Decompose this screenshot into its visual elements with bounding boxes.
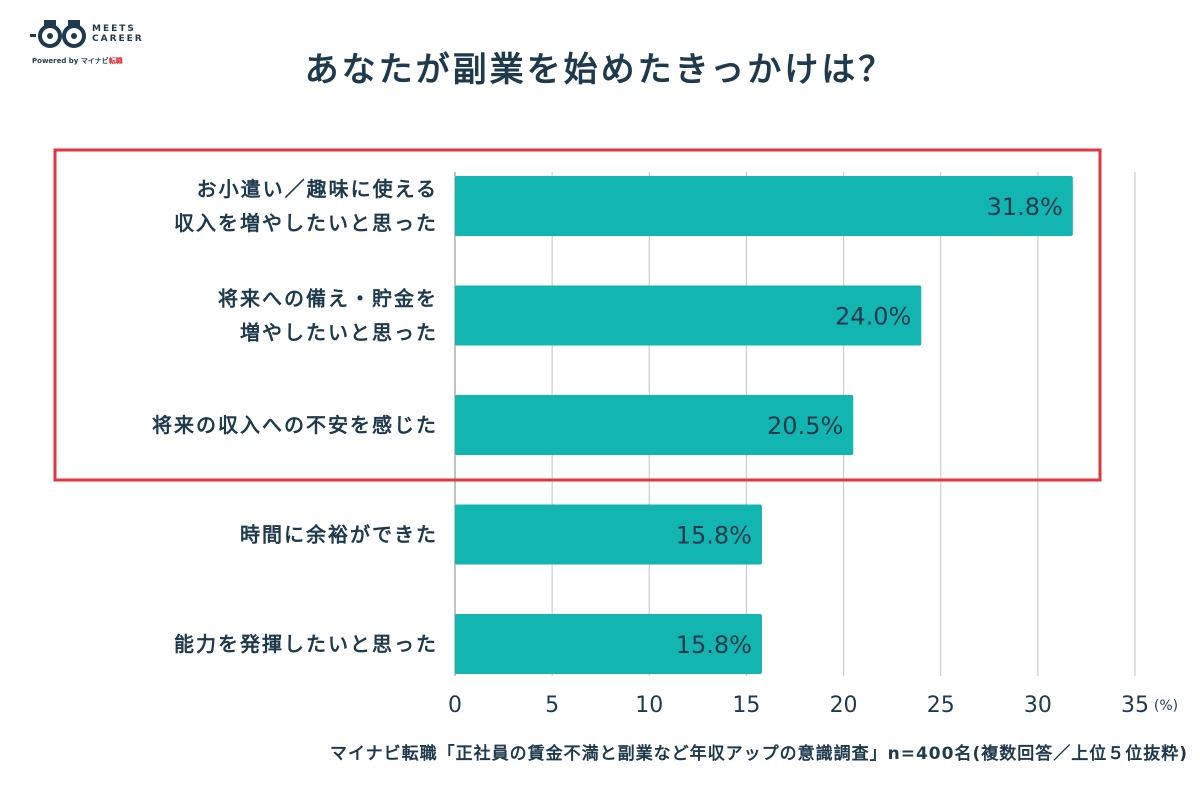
bar-value-label: 20.5% [767, 412, 843, 440]
x-tick-label: 20 [830, 693, 858, 718]
category-labels: お小遣い／趣味に使える収入を増やしたいと思った将来への備え・貯金を増やしたいと思… [152, 177, 438, 656]
category-label: 収入を増やしたいと思った [174, 211, 438, 235]
x-tick-label: 30 [1024, 693, 1052, 718]
bars: 31.8% 24.0% 20.5% 15.8% 15.8% [455, 176, 1073, 674]
x-tick-label: 35 [1121, 693, 1149, 718]
powered-brand: マイナビ [80, 57, 109, 65]
bar [455, 614, 762, 674]
bar [455, 395, 854, 455]
category-label: 能力を発揮したいと思った [174, 632, 438, 656]
powered-brand-red: 転職 [108, 57, 123, 65]
powered-by: Powered by マイナビ転職 [32, 56, 123, 66]
logo-line-2: CAREER [92, 34, 144, 44]
bar-value-label: 24.0% [835, 303, 911, 331]
bar-value-label: 31.8% [987, 193, 1063, 221]
footnote: マイナビ転職「正社員の賃金不満と副業など年収アップの意識調査」n=400名(複数… [329, 744, 1188, 764]
logo-text: MEETS CAREER [92, 24, 144, 44]
x-tick-label: 10 [635, 693, 663, 718]
category-label: お小遣い／趣味に使える [197, 177, 438, 201]
chart-title: あなたが副業を始めたきっかけは？ [304, 50, 896, 90]
x-tick-label: 5 [545, 693, 559, 718]
x-tick-label: 25 [927, 693, 955, 718]
x-axis-unit: (%) [1154, 698, 1178, 714]
bar [455, 176, 1073, 236]
logo-line-1: MEETS [92, 24, 136, 34]
category-label: 将来の収入への不安を感じた [152, 413, 438, 437]
meets-career-logo: MEETS CAREER Powered by マイナビ転職 [28, 18, 168, 68]
bar-value-label: 15.8% [676, 522, 752, 550]
powered-prefix: Powered by [32, 57, 81, 65]
bar-value-label: 15.8% [676, 631, 752, 659]
x-tick-label: 15 [732, 693, 760, 718]
highlight-box [53, 148, 1102, 482]
x-tick-label: 0 [448, 693, 462, 718]
binoculars-logo-icon [30, 20, 86, 48]
x-axis-ticks: 0 5 10 15 20 25 30 35 [448, 693, 1149, 718]
bar [455, 504, 762, 565]
category-label: 将来への備え・貯金を [218, 287, 438, 311]
bar [455, 285, 922, 346]
category-label: 時間に余裕ができた [240, 523, 438, 547]
category-label: 増やしたいと思った [240, 321, 438, 345]
